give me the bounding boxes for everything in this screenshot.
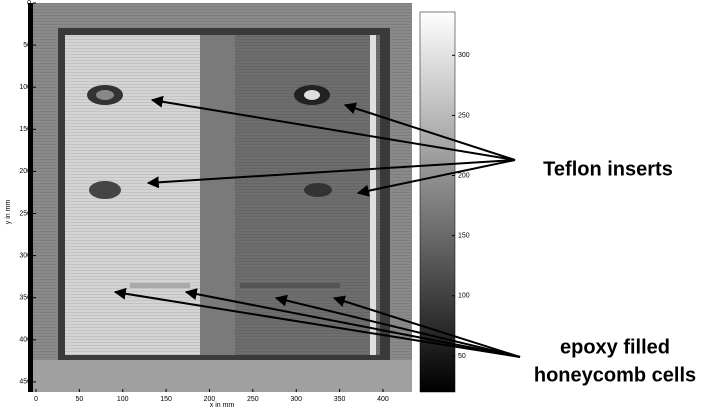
scan-image	[28, 3, 412, 392]
colorbar-tick-label: 50	[458, 353, 466, 360]
y-axis-label: y in mm	[5, 200, 12, 225]
x-tick-label: 300	[290, 396, 302, 403]
y-tick-label: 200	[19, 168, 31, 175]
colorbar-tick-label: 300	[458, 52, 470, 59]
annotation: epoxy filled	[560, 336, 670, 358]
x-tick-label: 200	[204, 396, 216, 403]
x-tick-label: 50	[75, 396, 83, 403]
annotation: honeycomb cells	[534, 364, 696, 386]
colorbar-tick-label: 250	[458, 112, 470, 119]
x-tick-label: 100	[117, 396, 129, 403]
y-tick-label: 250	[19, 210, 31, 217]
x-tick-label: 150	[160, 396, 172, 403]
colorbar-tick-label: 200	[458, 172, 470, 179]
y-tick-label: 0	[27, 0, 31, 7]
annotation: Teflon inserts	[543, 158, 673, 180]
y-tick-label: 50	[23, 42, 31, 49]
colorbar-tick-label: 150	[458, 233, 470, 240]
x-axis-label: x in mm	[210, 402, 235, 409]
x-tick-label: 250	[247, 396, 259, 403]
x-tick-label: 400	[377, 396, 389, 403]
x-tick-label: 350	[334, 396, 346, 403]
y-tick-label: 450	[19, 379, 31, 386]
colorbar-tick-label: 100	[458, 293, 470, 300]
y-tick-label: 350	[19, 295, 31, 302]
y-tick-label: 300	[19, 252, 31, 259]
y-tick-label: 100	[19, 84, 31, 91]
x-tick-label: 0	[34, 396, 38, 403]
y-tick-label: 150	[19, 126, 31, 133]
figure: Teflon inserts epoxy filled honeycomb ce…	[0, 0, 714, 410]
y-tick-label: 400	[19, 337, 31, 344]
